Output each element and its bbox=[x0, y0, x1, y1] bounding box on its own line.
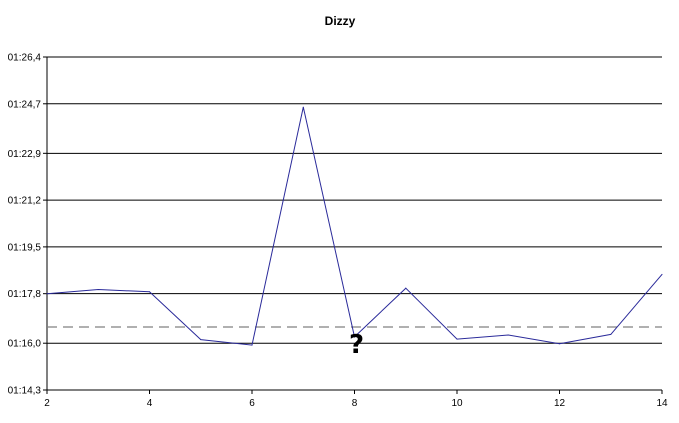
data-point bbox=[251, 344, 253, 346]
series-line bbox=[46, 106, 663, 346]
x-tick-label: 12 bbox=[554, 398, 566, 409]
y-tick-label: 01:26,4 bbox=[8, 53, 42, 64]
x-tick-label: 4 bbox=[147, 398, 153, 409]
data-point bbox=[149, 291, 150, 293]
x-tick-label: 8 bbox=[352, 398, 358, 409]
x-tick-label: 14 bbox=[656, 398, 668, 409]
data-point bbox=[46, 293, 48, 295]
data-point bbox=[354, 336, 355, 338]
y-tick-label: 01:24,7 bbox=[8, 99, 42, 110]
y-tick-label: 01:14,3 bbox=[8, 386, 42, 397]
question-mark-annotation: ? bbox=[349, 330, 364, 360]
y-axis-ticks: 01:14,3 01:16,0 01:17,8 01:19,5 01:21,2 01:22… bbox=[8, 53, 47, 397]
chart-title: Dizzy bbox=[325, 14, 356, 28]
y-tick-label: 01:17,8 bbox=[8, 289, 42, 300]
data-point bbox=[200, 339, 202, 341]
x-tick-label: 6 bbox=[249, 398, 255, 409]
y-tick-label: 01:21,2 bbox=[8, 196, 42, 207]
x-tick-label: 2 bbox=[44, 398, 50, 409]
data-point bbox=[507, 334, 509, 336]
gridlines bbox=[47, 56, 662, 344]
x-tick-label: 10 bbox=[451, 398, 463, 409]
data-point bbox=[559, 343, 560, 345]
data-point bbox=[610, 333, 612, 335]
y-tick-label: 01:16,0 bbox=[8, 339, 42, 350]
y-tick-label: 01:22,9 bbox=[8, 149, 42, 160]
data-point bbox=[302, 106, 304, 108]
data-point bbox=[405, 287, 407, 289]
data-point bbox=[456, 338, 458, 340]
data-point bbox=[97, 289, 99, 291]
data-point bbox=[661, 273, 663, 275]
y-tick-label: 01:19,5 bbox=[8, 242, 42, 253]
x-axis-ticks: 2 4 6 8 10 12 14 bbox=[44, 390, 668, 409]
series-points bbox=[46, 106, 663, 346]
